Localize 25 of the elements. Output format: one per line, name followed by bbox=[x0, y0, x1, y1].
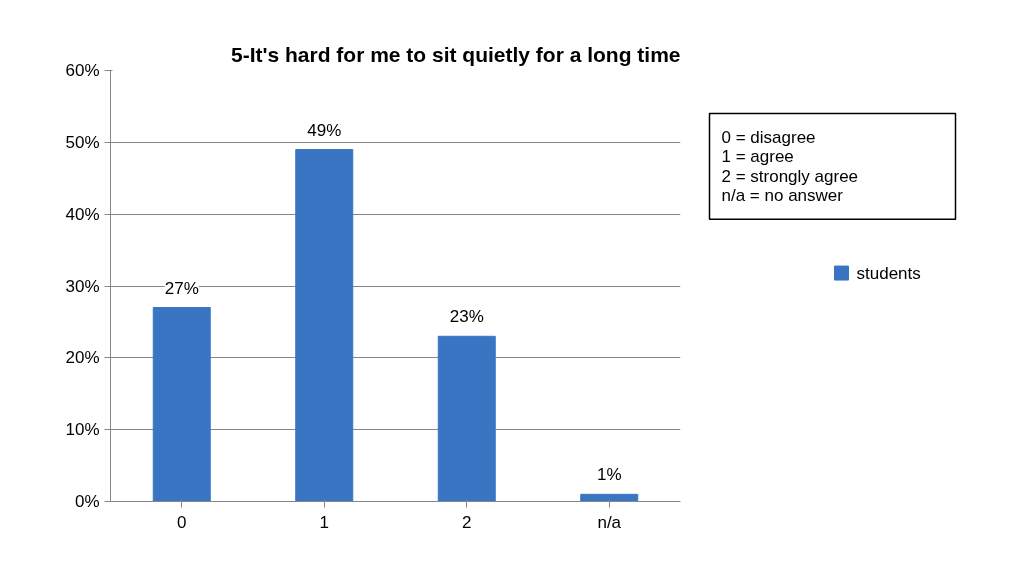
chart-title: 5-It's hard for me to sit quietly for a long time bbox=[230, 42, 681, 66]
y-tick-label: 30% bbox=[65, 276, 100, 296]
y-tick-label: 40% bbox=[65, 204, 100, 224]
data-label: 27% bbox=[164, 278, 199, 298]
text: n/a = no answer bbox=[721, 185, 844, 205]
x-tick-label: 2 bbox=[462, 512, 472, 532]
y-tick-label: 0% bbox=[74, 492, 100, 511]
x-tick-label: 1 bbox=[319, 512, 329, 532]
text: 2 = strongly agree bbox=[721, 166, 859, 186]
legend-label: students bbox=[856, 263, 921, 283]
text: 0 = disagree bbox=[721, 127, 816, 147]
data-label: 49% bbox=[307, 120, 342, 140]
y-tick-label: 50% bbox=[65, 132, 100, 152]
data-label: 23% bbox=[449, 307, 484, 327]
text: 1 = agree bbox=[721, 147, 794, 167]
y-tick-label: 60% bbox=[65, 61, 100, 80]
y-tick-label: 10% bbox=[65, 420, 100, 440]
y-tick-label: 20% bbox=[65, 348, 100, 368]
x-tick-label: 0 bbox=[177, 512, 187, 532]
data-label: 1% bbox=[596, 465, 622, 485]
bar bbox=[295, 149, 354, 502]
x-tick-label: n/a bbox=[597, 512, 622, 532]
bar bbox=[437, 335, 496, 502]
bar bbox=[580, 493, 639, 502]
bar bbox=[152, 307, 211, 502]
